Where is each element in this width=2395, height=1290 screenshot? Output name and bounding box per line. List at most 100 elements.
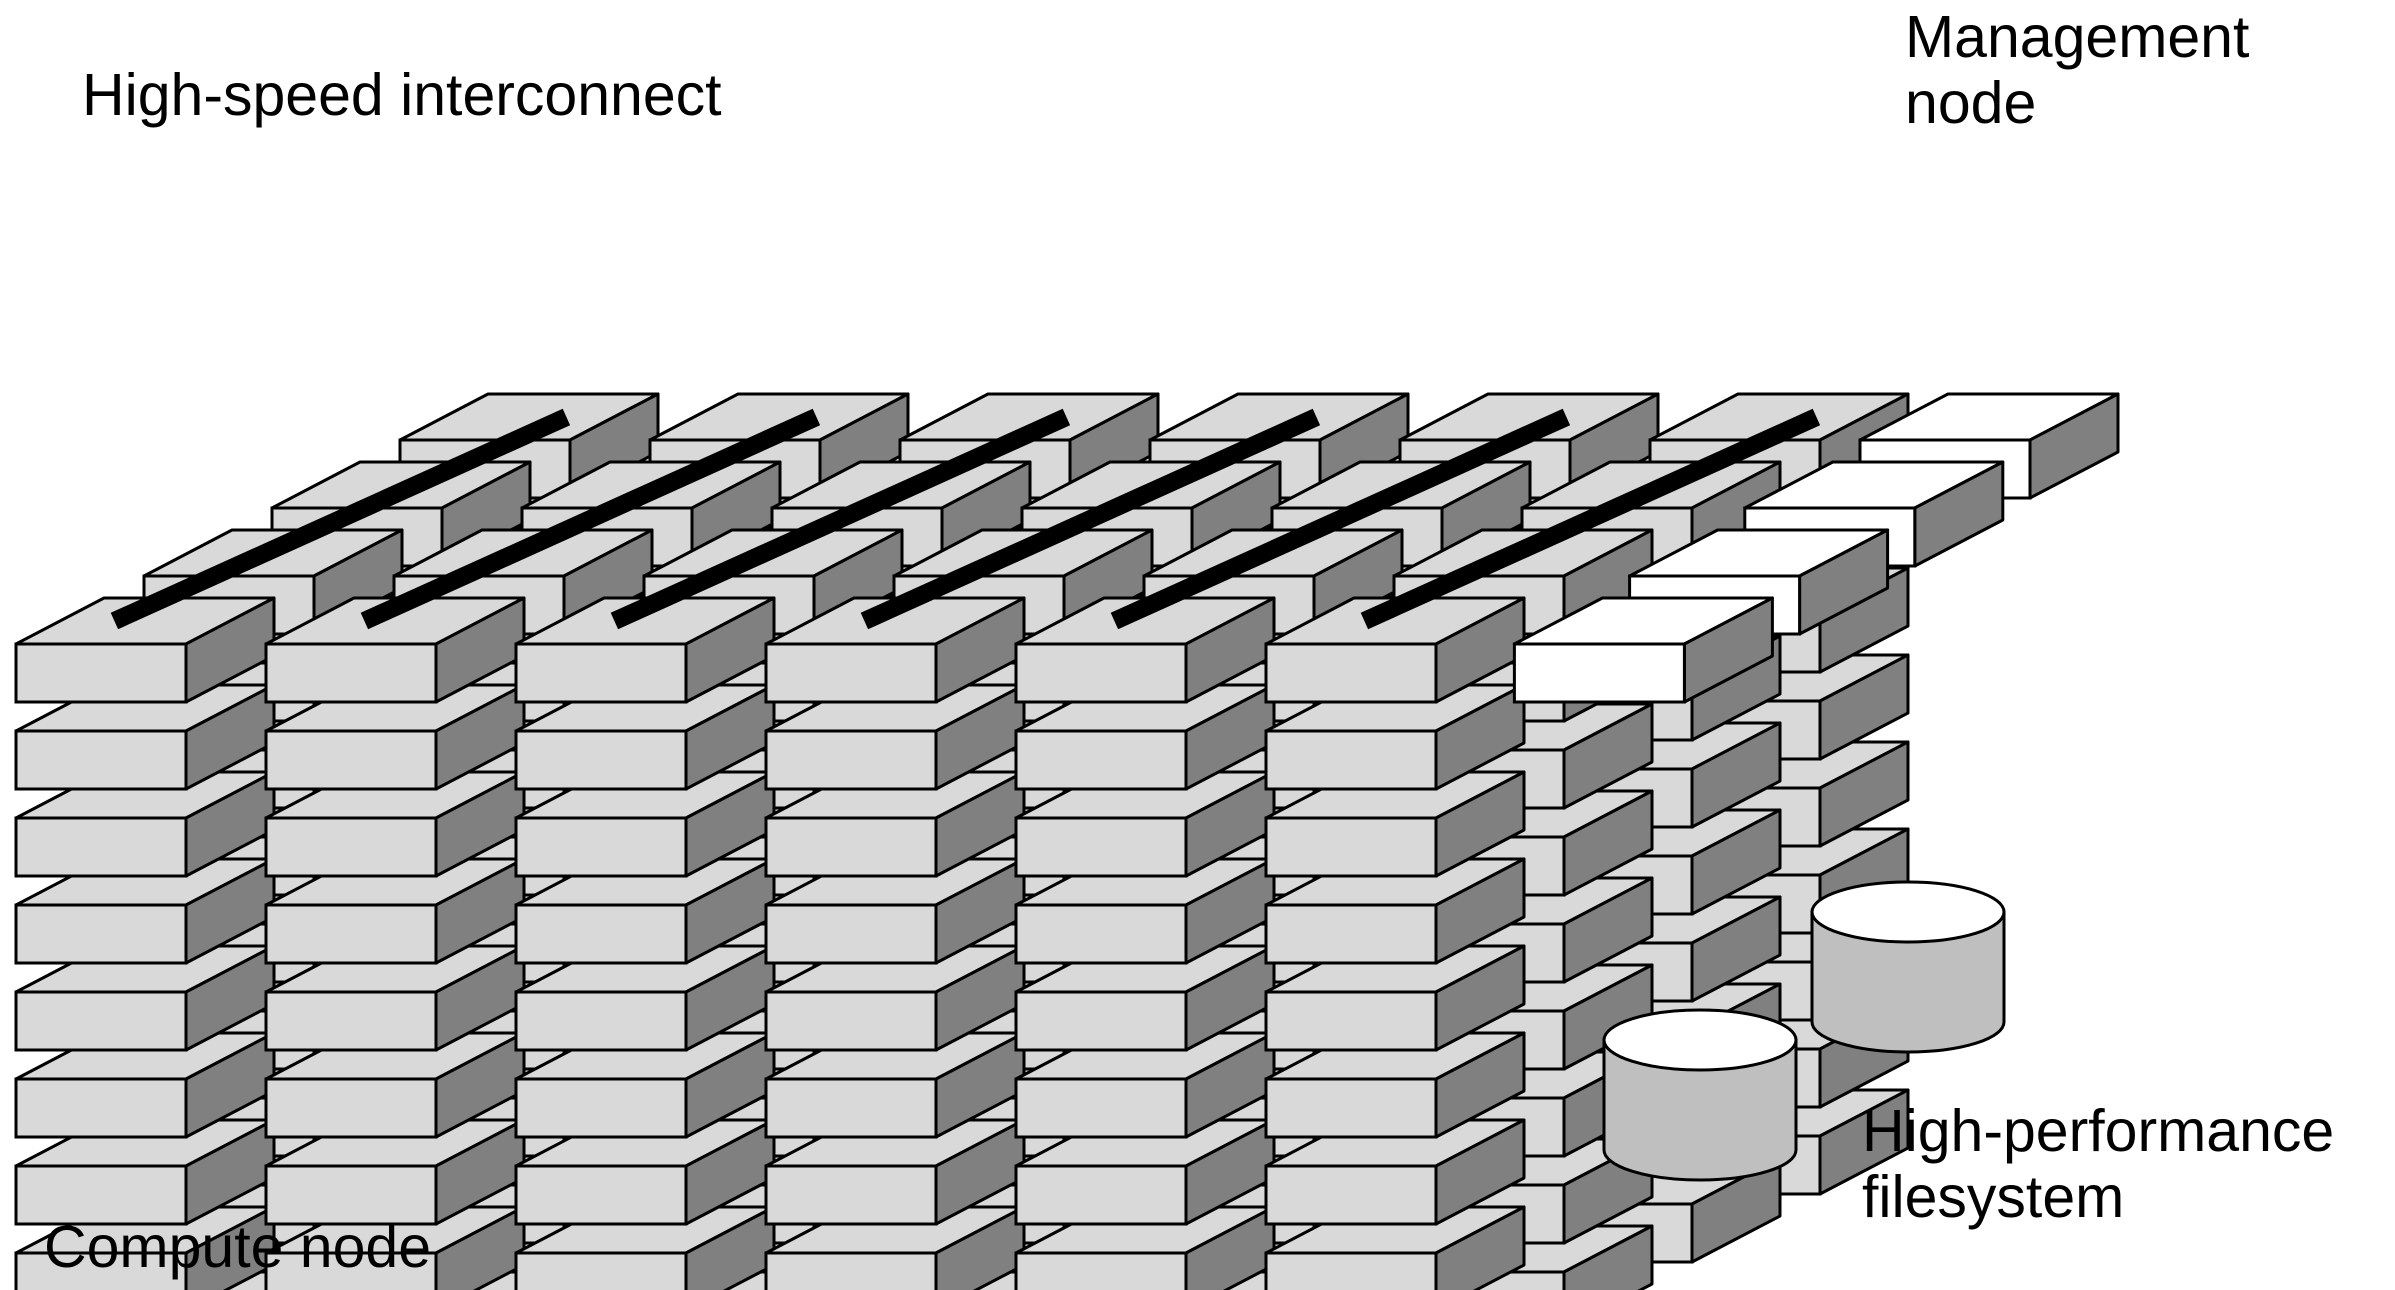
compute-node	[264, 1118, 526, 1226]
compute-node	[1264, 596, 1526, 704]
node-front-face	[514, 903, 688, 965]
compute-node	[1014, 1205, 1276, 1290]
node-front-face	[14, 729, 188, 791]
compute-node	[514, 857, 776, 965]
disk-top	[1810, 880, 2006, 944]
disk-cylinder	[1602, 1008, 1798, 1182]
filesystem-storage	[1602, 880, 2006, 1182]
node-front-face	[764, 729, 938, 791]
node-front-face	[264, 816, 438, 878]
compute-node	[1264, 857, 1526, 965]
management-label-line-1: Management	[1905, 4, 2250, 70]
node-front-face	[764, 990, 938, 1052]
compute-stack	[1264, 596, 1526, 1290]
compute-node	[264, 596, 526, 704]
node-front-face	[1014, 1077, 1188, 1139]
node-front-face	[1264, 816, 1438, 878]
node-front-face	[764, 1077, 938, 1139]
compute-node	[1264, 1031, 1526, 1139]
interconnect-bar	[610, 408, 1071, 630]
compute-node-stacks	[14, 392, 1910, 1290]
interconnect-bar	[1360, 408, 1821, 630]
disk-cylinder	[1810, 880, 2006, 1054]
compute-stack	[514, 596, 776, 1290]
compute-node	[514, 944, 776, 1052]
management-nodes	[1512, 392, 2120, 704]
compute-node	[264, 683, 526, 791]
compute-node	[14, 857, 276, 965]
node-front-face	[14, 990, 188, 1052]
compute-stack	[264, 596, 526, 1290]
node-front-face	[764, 816, 938, 878]
compute-node	[764, 857, 1026, 965]
node-front-face	[514, 990, 688, 1052]
compute-label-text: Compute node	[44, 1214, 432, 1280]
compute-node	[14, 944, 276, 1052]
interconnect-label: High-speed interconnect	[82, 62, 722, 128]
compute-node	[1014, 683, 1276, 791]
node-front-face	[14, 1077, 188, 1139]
interconnect-bar	[860, 408, 1321, 630]
node-front-face	[264, 1077, 438, 1139]
node-front-face	[1264, 903, 1438, 965]
interconnect-bar	[110, 408, 571, 630]
compute-node	[764, 1205, 1026, 1290]
compute-node	[1014, 770, 1276, 878]
node-front-face	[514, 729, 688, 791]
filesystem-label-line-1: High-performance	[1862, 1098, 2335, 1164]
compute-node	[514, 683, 776, 791]
node-front-face	[1264, 1251, 1438, 1290]
compute-stack	[1014, 596, 1276, 1290]
filesystem-label: High-performance filesystem	[1862, 1098, 2334, 1230]
node-front-face	[14, 816, 188, 878]
disk-top	[1602, 1008, 1798, 1072]
compute-node	[1264, 1118, 1526, 1226]
node-side-face	[1562, 1224, 1654, 1290]
management-node-label: Management node	[1905, 4, 2249, 136]
compute-node	[514, 596, 776, 704]
node-front-face	[14, 903, 188, 965]
disk-body	[1810, 910, 2006, 1054]
node-front-face	[1014, 1164, 1188, 1226]
management-node	[1512, 596, 1774, 704]
compute-node-label: Compute node	[44, 1214, 431, 1280]
node-front-face	[264, 990, 438, 1052]
node-front-face	[1014, 1251, 1188, 1290]
compute-node	[264, 770, 526, 878]
compute-node	[1014, 1118, 1276, 1226]
node-side-face	[1434, 1205, 1526, 1290]
compute-node	[764, 596, 1026, 704]
compute-node	[264, 857, 526, 965]
node-front-face	[14, 1251, 188, 1290]
node-front-face	[1014, 729, 1188, 791]
node-front-face	[764, 903, 938, 965]
node-front-face	[1512, 642, 1686, 704]
compute-node	[1014, 1031, 1276, 1139]
compute-node	[1264, 770, 1526, 878]
interconnect-label-text: High-speed interconnect	[82, 62, 722, 128]
compute-node	[514, 770, 776, 878]
node-front-face	[514, 816, 688, 878]
node-front-face	[514, 1077, 688, 1139]
node-front-face	[264, 642, 438, 704]
node-front-face	[264, 729, 438, 791]
node-front-face	[514, 1251, 688, 1290]
compute-node	[514, 1205, 776, 1290]
node-front-face	[1264, 1164, 1438, 1226]
management-label-line-2: node	[1905, 70, 2037, 136]
node-front-face	[514, 642, 688, 704]
compute-node	[14, 1031, 276, 1139]
node-front-face	[1014, 990, 1188, 1052]
node-front-face	[1264, 729, 1438, 791]
node-front-face	[1264, 642, 1438, 704]
interconnect-bar	[360, 408, 821, 630]
node-front-face	[14, 642, 188, 704]
compute-node	[1014, 596, 1276, 704]
node-front-face	[1014, 642, 1188, 704]
node-front-face	[764, 1164, 938, 1226]
compute-node	[1014, 857, 1276, 965]
node-front-face	[14, 1164, 188, 1226]
compute-node	[764, 1118, 1026, 1226]
node-front-face	[1264, 1077, 1438, 1139]
